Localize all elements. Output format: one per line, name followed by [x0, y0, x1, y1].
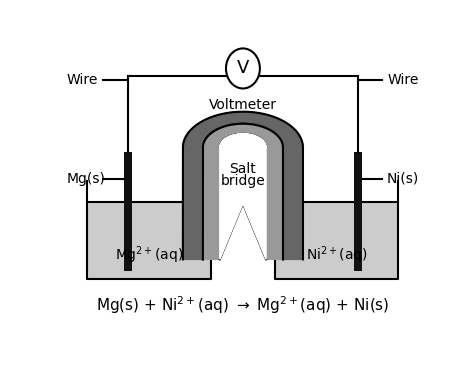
Polygon shape	[203, 124, 283, 260]
Ellipse shape	[226, 49, 260, 88]
Text: Wire: Wire	[388, 73, 419, 87]
Polygon shape	[183, 112, 303, 260]
Text: bridge: bridge	[220, 174, 265, 188]
Text: Mg(s): Mg(s)	[66, 172, 106, 185]
Text: V: V	[237, 59, 249, 77]
Text: Salt: Salt	[229, 162, 256, 176]
Text: Ni$^{2+}$(aq): Ni$^{2+}$(aq)	[306, 245, 368, 266]
Bar	[354, 151, 362, 271]
Text: Mg(s) + Ni$^{2+}$(aq) $\rightarrow$ Mg$^{2+}$(aq) + Ni(s): Mg(s) + Ni$^{2+}$(aq) $\rightarrow$ Mg$^…	[96, 295, 390, 316]
Text: Wire: Wire	[66, 73, 98, 87]
Text: Voltmeter: Voltmeter	[209, 98, 277, 112]
Bar	[275, 201, 399, 278]
Polygon shape	[220, 134, 266, 260]
Text: Mg$^{2+}$(aq): Mg$^{2+}$(aq)	[115, 245, 183, 266]
Bar	[87, 201, 210, 278]
Bar	[124, 151, 132, 271]
Text: Ni(s): Ni(s)	[387, 172, 419, 185]
